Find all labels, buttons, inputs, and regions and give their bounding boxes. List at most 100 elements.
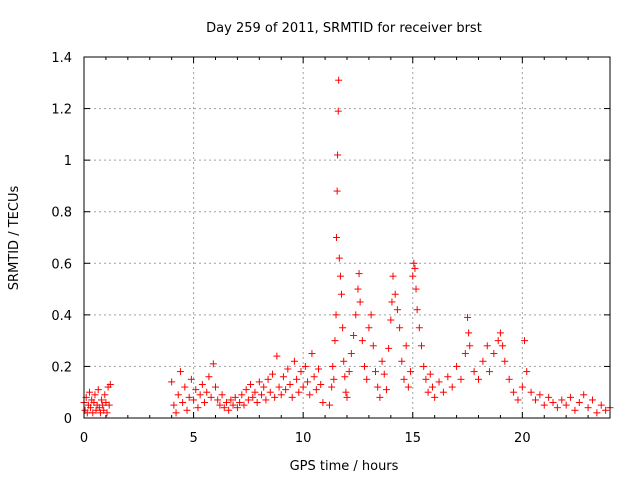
y-tick-label: 1.2 [51,103,72,118]
data-point [247,380,255,388]
data-point [376,393,384,401]
y-tick-label: 1.4 [51,51,72,66]
data-point [424,388,432,396]
data-point [207,393,215,401]
data-point [290,357,298,365]
grid-lines [84,57,610,418]
chart-title: Day 259 of 2011, SRMTID for receiver brs… [206,21,482,36]
data-point [253,399,261,407]
data-point [315,365,323,373]
data-point [264,375,272,383]
axis-ticks: 0 0.2 0.4 0.6 0.8 1 1.2 1.4 0 5 10 15 20 [51,51,611,446]
data-point [331,337,339,345]
data-point [444,373,452,381]
data-point [527,388,535,396]
data-point [258,391,266,399]
data-point [602,406,610,414]
data-point [172,409,180,417]
data-point [558,396,566,404]
data-point [374,383,382,391]
data-point [435,378,443,386]
data-point [205,373,213,381]
data-point [98,396,106,404]
data-point [496,329,504,337]
data-point [310,373,318,381]
data-point [407,368,415,376]
data-point [284,365,292,373]
data-point [319,399,327,407]
data-point [328,383,336,391]
data-point [301,362,309,370]
data-point [255,378,263,386]
data-point [329,362,337,370]
data-point [312,386,320,394]
data-point [304,378,312,386]
data-point [411,264,419,272]
data-point [332,311,340,319]
data-point [545,393,553,401]
data-point [398,357,406,365]
y-tick-label: 0 [64,412,72,427]
data-point [494,337,502,345]
data-point [404,383,412,391]
data-point [409,272,417,280]
data-point [194,404,202,412]
data-point [369,342,377,350]
data-point [499,342,507,350]
data-point [106,380,114,388]
data-point [465,329,473,337]
data-point [306,391,314,399]
data-point [431,393,439,401]
data-point [400,375,408,383]
data-point [170,401,178,409]
data-point [358,337,366,345]
data-point [231,393,239,401]
data-point [218,391,226,399]
data-point [266,388,274,396]
data-point [356,298,364,306]
data-point [176,368,184,376]
data-point [387,316,395,324]
data-point [389,272,397,280]
data-point [412,285,420,293]
data-point [279,373,287,381]
data-point [335,254,343,262]
data-point [345,368,353,376]
data-point [203,388,211,396]
x-tick-label: 10 [295,431,312,446]
data-point [317,380,325,388]
data-point [336,272,344,280]
data-point [273,352,281,360]
data-point [105,401,113,409]
data-point [187,375,195,383]
data-point [470,368,478,376]
data-point [87,404,95,412]
data-point [334,107,342,115]
data-point [448,383,456,391]
data-point [553,404,561,412]
y-tick-label: 0.8 [51,206,72,221]
data-point [518,383,526,391]
data-point [201,399,209,407]
data-point [240,401,248,409]
data-point [238,391,246,399]
data-point [475,375,482,383]
y-tick-label: 1 [64,154,72,169]
data-point [350,331,358,339]
data-point [220,404,228,412]
data-point [352,311,360,319]
data-point [103,409,111,417]
data-point [101,391,109,399]
data-point [505,375,513,383]
data-point [196,391,204,399]
data-point [330,375,338,383]
data-point [198,380,206,388]
data-point [91,391,99,399]
data-point [271,393,279,401]
data-point [380,370,388,378]
data-point [174,391,182,399]
data-point [251,388,259,396]
data-point [485,368,493,376]
data-point [338,290,346,298]
